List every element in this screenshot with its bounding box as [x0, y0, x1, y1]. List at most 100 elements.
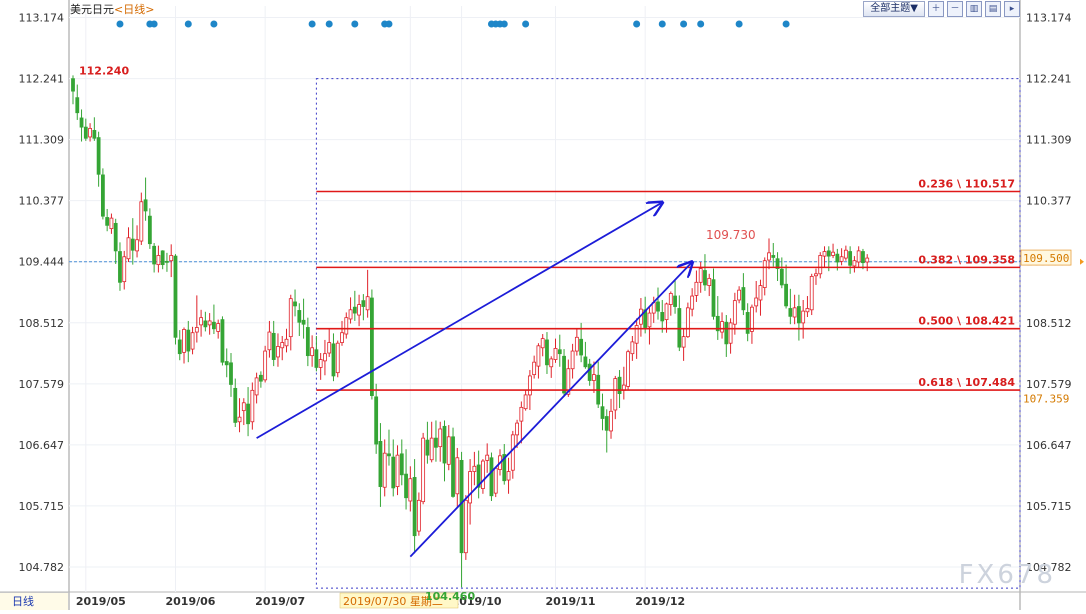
candle-body: [344, 317, 349, 335]
candle-body: [843, 249, 848, 259]
candle-body: [241, 402, 246, 412]
candle-body: [254, 377, 259, 396]
candle-body: [348, 309, 353, 320]
candle-body: [194, 327, 199, 333]
candle-body: [143, 199, 148, 212]
zoom-out-icon[interactable]: －: [947, 1, 963, 17]
fib-level-label: 0.236 \ 110.517: [918, 177, 1015, 190]
candle-body: [212, 321, 216, 330]
time-tick-label: 2019/11: [546, 595, 596, 608]
candle-body: [540, 338, 545, 349]
theme-dropdown[interactable]: 全部主题▼: [863, 1, 925, 17]
table-icon[interactable]: ▤: [985, 1, 1001, 17]
candle-body: [549, 358, 554, 368]
candle-body: [79, 117, 84, 128]
candle-body: [288, 298, 293, 338]
candle-body: [685, 307, 690, 338]
candle-body: [510, 434, 515, 471]
scroll-right-icon[interactable]: ▸: [1004, 1, 1020, 17]
candle-body: [792, 307, 797, 318]
candle-body: [297, 310, 302, 323]
crosshair-date-box: [339, 592, 459, 609]
candle-body: [604, 416, 609, 431]
candle-body: [408, 478, 413, 502]
candle-body: [801, 310, 806, 324]
candle-body: [459, 459, 464, 554]
candle-body: [711, 279, 716, 317]
candle-body: [502, 454, 507, 482]
candle-body: [468, 471, 473, 504]
candle-body: [557, 349, 562, 355]
price-tick-left: 113.174: [19, 12, 65, 25]
candle-body: [293, 301, 297, 307]
candle-body: [446, 436, 451, 465]
candle-body: [861, 251, 865, 264]
zoom-in-icon[interactable]: ＋: [928, 1, 944, 17]
candle-body: [570, 350, 575, 370]
candle-body: [451, 436, 455, 497]
candle-body: [284, 338, 289, 347]
candle-body: [92, 130, 97, 139]
candle-body: [455, 457, 460, 495]
candle-body: [280, 342, 285, 349]
candle-body: [809, 276, 814, 311]
upper-channel-line: [256, 202, 663, 439]
candle-body: [165, 260, 169, 263]
price-tick-right: 106.647: [1026, 439, 1072, 452]
candle-body: [797, 306, 801, 324]
candle-body: [741, 287, 746, 311]
candle-body: [361, 300, 366, 307]
candle-body: [592, 374, 596, 381]
price-tick-left: 106.647: [19, 439, 65, 452]
candle-body: [660, 312, 665, 322]
candle-body: [476, 464, 481, 488]
candle-body: [634, 325, 639, 344]
candle-body: [626, 351, 630, 387]
chart-icon[interactable]: ▥: [966, 1, 982, 17]
candle-body: [147, 215, 152, 245]
candle-body: [327, 342, 332, 354]
candle-body: [357, 304, 361, 316]
candle-body: [301, 319, 306, 325]
candle-body: [745, 312, 750, 334]
event-dot: [210, 20, 218, 28]
candle-body: [720, 321, 724, 333]
event-dot: [385, 20, 393, 28]
event-dot: [697, 20, 705, 28]
candle-body: [784, 283, 788, 307]
price-tick-right: 110.377: [1026, 195, 1072, 208]
period-label: <日线>: [114, 3, 155, 16]
event-dot: [184, 20, 192, 28]
candle-body: [190, 332, 195, 350]
fib-level-label: 0.382 \ 109.358: [918, 253, 1015, 266]
candle-body: [314, 349, 319, 368]
price-tick-right: 108.512: [1026, 317, 1072, 330]
candle-body: [173, 255, 178, 338]
price-tick-right: 111.309: [1026, 134, 1072, 147]
fib-level-label: 0.618 \ 107.484: [918, 376, 1015, 389]
price-tick-right: 107.579: [1026, 378, 1072, 391]
candle-body: [113, 222, 118, 252]
high-annotation: 112.240: [79, 65, 129, 78]
candle-body: [545, 339, 549, 366]
candle-body: [177, 339, 182, 355]
candle-body: [186, 329, 191, 352]
candle-body: [340, 332, 344, 343]
candle-body: [369, 297, 374, 396]
candle-body: [664, 303, 669, 321]
period-tab[interactable]: 日线: [0, 592, 68, 610]
price-tick-left: 108.512: [19, 317, 65, 330]
candle-body: [220, 319, 225, 363]
candle-body: [617, 376, 622, 395]
candle-body: [395, 454, 400, 487]
event-dot: [633, 20, 641, 28]
local-high-annotation: 109.730: [706, 228, 756, 242]
candle-body: [374, 396, 379, 445]
candle-body: [463, 499, 468, 554]
candle-body: [229, 362, 233, 385]
price-tick-left: 105.715: [19, 500, 65, 513]
candle-body: [609, 410, 613, 432]
candle-body: [310, 347, 315, 357]
